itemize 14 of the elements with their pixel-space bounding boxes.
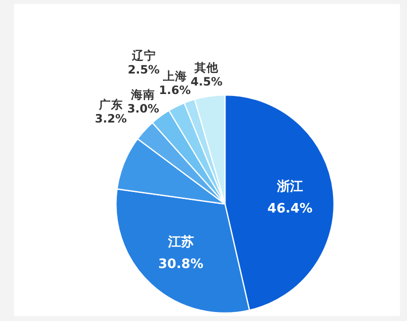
data-label: 30.8% bbox=[158, 257, 204, 272]
data-label: 3.0% bbox=[127, 102, 160, 116]
data-label: 1.6% bbox=[158, 82, 192, 97]
slice-label: 江苏 bbox=[166, 235, 194, 250]
data-label: 2.5% bbox=[128, 62, 160, 77]
data-label: 3.2% bbox=[94, 111, 128, 126]
data-label: 4.5% bbox=[190, 74, 223, 88]
slice-label: 浙江 bbox=[276, 180, 303, 195]
slice-label: 广东 bbox=[98, 97, 123, 112]
slice-label: 辽宁 bbox=[130, 48, 156, 63]
data-label: 46.4% bbox=[267, 202, 313, 217]
slice-label: 上海 bbox=[162, 68, 187, 83]
slice-label: 其他 bbox=[194, 60, 220, 74]
slice-label: 海南 bbox=[130, 88, 156, 102]
